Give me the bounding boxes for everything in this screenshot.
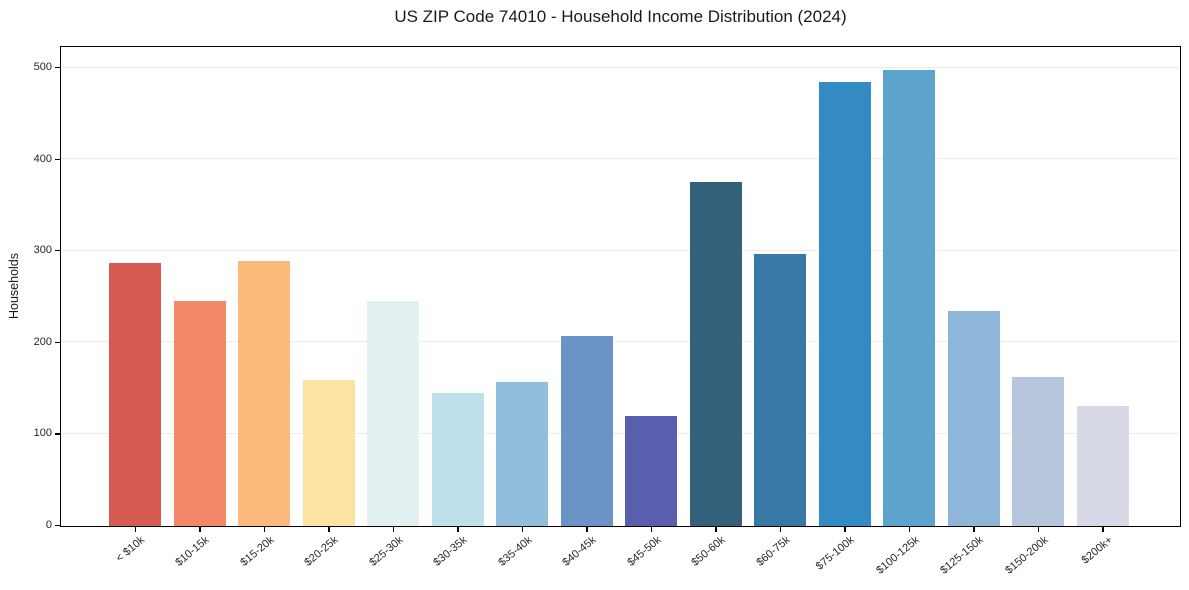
bar-150-200k: [1012, 376, 1064, 526]
y-tick-label-400: 400: [33, 152, 52, 165]
x-tick-10: [779, 527, 782, 532]
x-tick-label-2: $15-20k: [238, 534, 277, 569]
y-tick-300: [55, 250, 60, 252]
x-tick-label-6: $35-40k: [496, 534, 535, 569]
y-tick-200: [55, 341, 60, 344]
y-tick-label-500: 500: [33, 61, 52, 74]
bar-45-50k: [625, 416, 677, 526]
bar-60-75k: [754, 254, 806, 526]
x-tick-label-11: $75-100k: [813, 534, 857, 573]
x-tick-label-1: $10-15k: [173, 534, 212, 569]
plot-area: [60, 46, 1181, 527]
bar-25-30k: [367, 300, 419, 526]
x-tick-4: [392, 527, 395, 532]
x-tick-2: [263, 527, 266, 532]
x-tick-label-8: $45-50k: [625, 534, 664, 569]
y-tick-100: [55, 433, 60, 435]
gridline-y-100: [61, 432, 1180, 434]
y-tick-0: [55, 524, 60, 527]
x-tick-6: [521, 527, 524, 532]
bar-75-100k: [818, 81, 871, 526]
bar-100-125k: [883, 69, 935, 526]
x-tick-9: [715, 527, 717, 532]
x-tick-3: [328, 527, 330, 532]
x-tick-label-5: $30-35k: [431, 534, 470, 569]
y-tick-500: [55, 67, 60, 69]
x-tick-8: [650, 527, 653, 532]
bar-35-40k: [496, 382, 548, 526]
x-tick-label-15: $200k+: [1079, 534, 1115, 567]
x-tick-label-7: $40-45k: [560, 534, 599, 569]
bar-10-15k: [173, 300, 226, 526]
y-tick-400: [55, 158, 60, 160]
y-tick-label-200: 200: [33, 335, 52, 348]
x-tick-15: [1102, 527, 1104, 532]
x-tick-label-12: $100-125k: [873, 534, 922, 577]
bar-20-25k: [302, 379, 355, 526]
x-tick-label-4: $25-30k: [367, 534, 406, 569]
bar-40-45k: [560, 336, 613, 526]
x-tick-label-0: < $10k: [113, 534, 148, 565]
x-tick-14: [1037, 527, 1040, 532]
y-axis-label: Households: [7, 252, 21, 320]
bar-50-60k: [689, 181, 742, 526]
x-tick-label-9: $50-60k: [689, 534, 728, 569]
x-tick-12: [908, 527, 911, 532]
x-tick-label-13: $125-150k: [938, 534, 986, 577]
x-tick-1: [199, 527, 201, 532]
gridline-y-200: [61, 341, 1180, 343]
gridline-y-500: [61, 66, 1180, 68]
x-tick-11: [844, 527, 846, 532]
bar-10k: [109, 263, 161, 526]
y-tick-label-0: 0: [45, 519, 52, 531]
x-tick-label-14: $150-200k: [1002, 534, 1051, 577]
y-tick-label-100: 100: [33, 427, 52, 440]
gridline-y-400: [61, 158, 1180, 160]
x-tick-0: [134, 527, 137, 532]
bar-15-20k: [238, 261, 290, 526]
x-tick-7: [586, 527, 588, 532]
bar-125-150k: [947, 310, 1000, 526]
x-tick-13: [973, 527, 975, 532]
x-tick-label-10: $60-75k: [754, 534, 793, 569]
x-tick-label-3: $20-25k: [302, 534, 341, 569]
x-tick-5: [457, 527, 459, 532]
bar-30-35k: [431, 393, 484, 526]
bar-200k: [1076, 406, 1129, 526]
gridline-y-300: [61, 249, 1180, 251]
chart-title: US ZIP Code 74010 - Household Income Dis…: [394, 7, 847, 26]
y-tick-label-300: 300: [33, 244, 52, 257]
